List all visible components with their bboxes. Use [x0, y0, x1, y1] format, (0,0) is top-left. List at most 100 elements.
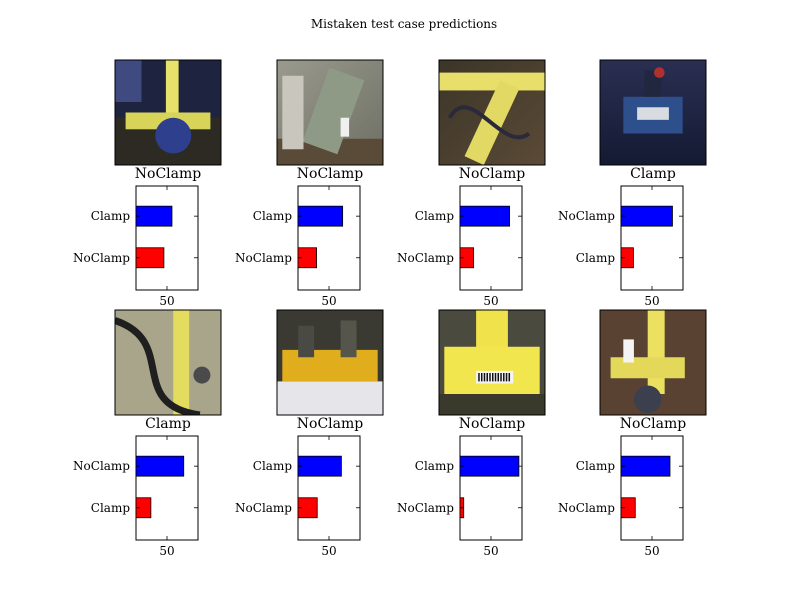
photo-barcode-line	[483, 373, 486, 382]
x-tick-label: 50	[159, 294, 174, 308]
photo-pipe	[476, 310, 508, 352]
photo-pipe	[647, 310, 665, 394]
photo-barcode-line	[497, 373, 500, 382]
photo-yellow-pipe-hose	[114, 309, 222, 416]
y-tick-label: Clamp	[91, 501, 131, 515]
y-tick-label: NoClamp	[397, 501, 454, 515]
bar-chart: Clamp NoClamp 50	[73, 435, 199, 558]
bar-top	[459, 455, 520, 477]
photo-tag	[340, 117, 350, 137]
photo-barcode-line	[503, 373, 505, 382]
y-tick-label: NoClamp	[397, 251, 454, 265]
image-border	[599, 309, 707, 416]
y-tick-label: Clamp	[253, 209, 293, 223]
prediction-panel: NoClamp NoClamp Clamp 50	[235, 59, 384, 308]
panel-title: NoClamp	[459, 166, 525, 182]
photo-barcode-line	[486, 373, 488, 382]
image-border	[114, 309, 222, 416]
image-border	[438, 309, 546, 416]
bar-top	[297, 205, 344, 227]
y-tick-label: Clamp	[576, 251, 616, 265]
axes-frame	[620, 435, 684, 541]
photo-clamp	[155, 117, 192, 154]
axes-frame	[135, 185, 199, 291]
y-tick-label: NoClamp	[558, 501, 615, 515]
axes-frame	[620, 185, 684, 291]
y-tick-label: NoClamp	[558, 209, 615, 223]
photo-barcode-line	[480, 373, 483, 382]
bar-chart: Clamp NoClamp 50	[558, 185, 684, 308]
bar-top	[620, 455, 671, 477]
y-tick-label: Clamp	[576, 459, 616, 473]
photo-sheet	[282, 75, 304, 150]
photo-pipe	[173, 310, 190, 415]
photo-barcode-line	[478, 373, 480, 382]
photo-barcode-line	[492, 373, 494, 382]
y-tick-label: Clamp	[415, 459, 455, 473]
y-tick-label: NoClamp	[73, 459, 130, 473]
photo-yellow-tee-label	[599, 309, 707, 416]
x-tick-label: 50	[483, 544, 498, 558]
axes-frame	[459, 185, 523, 291]
photo-pipe	[302, 67, 365, 155]
photo-pipe	[439, 72, 545, 91]
photo-pipe-blue-clamp	[114, 59, 222, 166]
y-tick-label: Clamp	[415, 209, 455, 223]
photo-barcode-line	[508, 373, 511, 382]
photo-fitting	[340, 320, 357, 358]
x-tick-label: 50	[483, 294, 498, 308]
photo-fitting	[298, 325, 315, 358]
axes-frame	[459, 435, 523, 541]
figure-title: Mistaken test case predictions	[311, 17, 497, 31]
axes-frame	[297, 185, 361, 291]
photo-sheet	[277, 381, 383, 415]
x-tick-label: 50	[321, 294, 336, 308]
axes-frame	[135, 435, 199, 541]
photo-barcode-line	[500, 373, 502, 382]
bar-chart: NoClamp Clamp 50	[73, 185, 199, 308]
prediction-panel: NoClamp NoClamp Clamp 50	[558, 309, 707, 558]
y-tick-label: NoClamp	[235, 501, 292, 515]
y-tick-label: Clamp	[91, 209, 131, 223]
y-tick-label: Clamp	[253, 459, 293, 473]
bar-chart: NoClamp Clamp 50	[235, 185, 361, 308]
panel-title: NoClamp	[620, 416, 686, 432]
prediction-panel: NoClamp NoClamp Clamp 50	[73, 59, 222, 308]
prediction-panel: Clamp Clamp NoClamp 50	[558, 59, 707, 308]
image-border	[114, 59, 222, 166]
bar-top	[459, 205, 510, 227]
bar-top	[297, 455, 342, 477]
photo-label	[623, 339, 634, 363]
bar-chart: NoClamp Clamp 50	[558, 435, 684, 558]
photo-ground	[439, 394, 545, 415]
photo-fitting	[193, 366, 211, 384]
photo-yellow-pipe-sheet	[276, 309, 384, 416]
image-border	[276, 59, 384, 166]
image-border	[599, 59, 707, 166]
bar-bottom	[135, 247, 165, 269]
panel-title: Clamp	[630, 166, 676, 182]
photo-barcode-line	[489, 373, 491, 382]
panel-title: NoClamp	[135, 166, 201, 182]
photo-knob	[654, 67, 665, 78]
bar-chart: NoClamp Clamp 50	[235, 435, 361, 558]
prediction-panel: NoClamp NoClamp Clamp 50	[397, 309, 546, 558]
photo-yellow-elbow	[438, 59, 546, 166]
photo-blue-fitting	[599, 59, 707, 166]
bar-top	[620, 205, 673, 227]
panel-title: NoClamp	[297, 416, 363, 432]
photo-tarp	[115, 60, 142, 102]
photo-pipe	[282, 349, 378, 382]
x-tick-label: 50	[321, 544, 336, 558]
prediction-panel: NoClamp NoClamp Clamp 50	[235, 309, 384, 558]
photo-label	[637, 107, 669, 120]
bar-chart: NoClamp Clamp 50	[397, 435, 523, 558]
panel-title: NoClamp	[459, 416, 525, 432]
photo-yellow-clamp-barcode	[438, 309, 546, 416]
photo-cable	[447, 105, 531, 140]
prediction-panel: NoClamp NoClamp Clamp 50	[397, 59, 546, 308]
panel-title: Clamp	[145, 416, 191, 432]
image-border	[276, 309, 384, 416]
photo-pipe-grey-bracket	[276, 59, 384, 166]
